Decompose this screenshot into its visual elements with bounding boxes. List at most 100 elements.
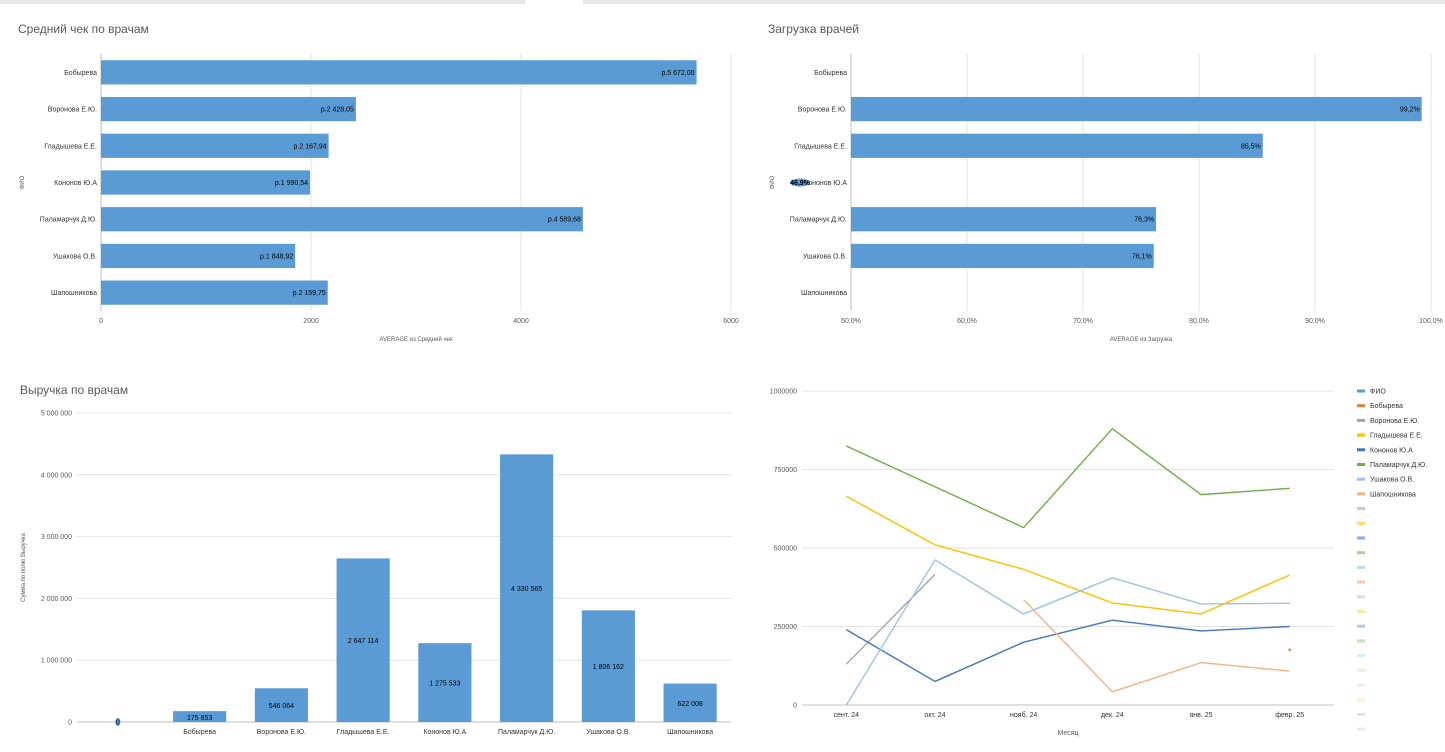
monthly-chart: 0 250000 500000 750000 1000000 сент. 24 окт. 2… xyxy=(770,389,1428,738)
load-category-label: Шапошникова xyxy=(801,290,847,297)
load-panel: Загрузка врачей 50,0% 60,0% 70,0% 80,0% 90,0… xyxy=(750,0,1445,360)
revenue-y-axis-title: Сумма по полю Выручка xyxy=(21,532,27,601)
avg-check-bar xyxy=(101,96,356,122)
avg-check-bar xyxy=(101,60,697,85)
avg-check-data-label: р.5 672,00 xyxy=(661,70,694,77)
revenue-category-label: Ушакова О.В. xyxy=(586,729,630,736)
load-category-label: Бобырева xyxy=(814,69,847,77)
revenue-data-label: 546 064 xyxy=(269,703,294,710)
monthly-legend-swatch xyxy=(1357,389,1365,393)
revenue-data-label: 622 008 xyxy=(677,701,702,708)
revenue-bar xyxy=(663,683,717,722)
monthly-series-line xyxy=(846,427,1290,529)
monthly-panel: 0 250000 500000 750000 1000000 сент. 24 окт. 2… xyxy=(740,375,1445,752)
avg-check-data-label: р.2 428,05 xyxy=(321,107,354,114)
monthly-legend-swatch xyxy=(1357,521,1365,525)
monthly-y-tick-label: 0 xyxy=(793,703,797,710)
revenue-y-tick-label: 3 000 000 xyxy=(41,534,72,541)
revenue-data-label: 1 806 162 xyxy=(593,664,624,671)
avg-check-bar xyxy=(101,207,583,232)
revenue-data-label: 0 xyxy=(116,720,120,727)
load-x-tick-label: 100,0% xyxy=(1419,318,1443,325)
revenue-category-label: Паламарчук Д.Ю. xyxy=(498,729,555,736)
monthly-legend-swatch xyxy=(1357,433,1365,437)
avg-check-chart: 0 2000 4000 6000 Бобырева р.5 672,00 Воронова … xyxy=(20,54,739,343)
revenue-y-tick-label: 1 000 000 xyxy=(41,658,72,665)
monthly-legend-label: Шапошникова xyxy=(1370,491,1416,498)
monthly-legend-swatch xyxy=(1357,448,1365,452)
revenue-y-tick-label: 0 xyxy=(68,720,72,727)
monthly-series-line xyxy=(845,559,1290,706)
load-bar xyxy=(790,178,810,187)
monthly-legend-swatch xyxy=(1357,654,1365,658)
revenue-panel: Выручка по врачам 0 1 000 000 2 000 000 3 0… xyxy=(0,375,740,752)
monthly-legend-swatch xyxy=(1357,463,1365,466)
top-bar-active-tab[interactable] xyxy=(525,0,583,4)
monthly-legend-swatch xyxy=(1357,668,1365,672)
monthly-legend-swatch xyxy=(1357,536,1365,540)
avg-check-x-tick-label: 6000 xyxy=(723,318,739,325)
revenue-bar xyxy=(581,610,635,722)
avg-check-data-label: р.4 589,68 xyxy=(548,217,581,224)
avg-check-category-label: Кононов Ю.А xyxy=(54,180,97,187)
monthly-legend-swatch xyxy=(1357,418,1365,422)
load-category-label: Воронова Е.Ю. xyxy=(798,107,847,114)
load-x-tick-label: 80,0% xyxy=(1189,318,1209,325)
avg-check-category-label: Воронова Е.Ю. xyxy=(48,107,97,114)
monthly-legend-label: Паламарчук Д.Ю. xyxy=(1370,462,1427,469)
monthly-legend-swatch xyxy=(1357,712,1365,716)
monthly-series-line xyxy=(845,495,1290,615)
avg-check-data-label: р.1 990,54 xyxy=(275,180,308,187)
load-chart: 50,0% 60,0% 70,0% 80,0% 90,0% 100,0% Бобырева В… xyxy=(770,54,1443,343)
load-y-axis-title: ФИО xyxy=(770,175,776,189)
monthly-x-tick-label: февр. 25 xyxy=(1275,712,1304,719)
monthly-legend-swatch xyxy=(1357,727,1365,731)
revenue-bar xyxy=(336,558,390,722)
monthly-y-tick-label: 500000 xyxy=(774,546,797,553)
avg-check-data-label: р.2 167,94 xyxy=(294,143,327,150)
monthly-legend-swatch xyxy=(1357,580,1365,584)
revenue-category-label: Кононов Ю.А xyxy=(423,729,466,736)
avg-check-x-tick-label: 4000 xyxy=(513,318,529,325)
revenue-y-tick-label: 2 000 000 xyxy=(41,596,72,603)
monthly-y-tick-label: 250000 xyxy=(774,624,797,631)
monthly-legend-label: Кононов Ю.А xyxy=(1370,447,1413,454)
monthly-series-line xyxy=(845,619,1290,683)
monthly-legend-swatch xyxy=(1357,610,1365,613)
monthly-y-tick-label: 750000 xyxy=(774,467,797,474)
avg-check-category-label: Гладышева Е.Е. xyxy=(44,143,97,150)
monthly-legend-swatch xyxy=(1357,551,1365,555)
revenue-bar xyxy=(115,718,121,726)
monthly-x-axis-title: Месяц xyxy=(1057,730,1078,737)
load-bar xyxy=(851,207,1157,232)
monthly-x-tick-label: сент. 24 xyxy=(834,712,859,719)
monthly-legend-swatch xyxy=(1357,507,1365,511)
monthly-series-point xyxy=(1288,648,1291,652)
load-bar xyxy=(851,133,1263,158)
monthly-legend-swatch xyxy=(1357,595,1365,599)
load-category-label: Гладышева Е.Е. xyxy=(794,143,847,150)
avg-check-category-label: Бобырева xyxy=(64,69,97,77)
load-x-axis-title: AVERAGE из Загрузка xyxy=(1110,337,1173,343)
monthly-legend-swatch xyxy=(1357,404,1365,408)
avg-check-category-label: Ушакова О.В. xyxy=(53,253,97,260)
monthly-legend-label: Бобырева xyxy=(1370,402,1403,410)
load-x-tick-label: 70,0% xyxy=(1073,318,1093,325)
load-x-tick-label: 50,0% xyxy=(841,318,861,325)
avg-check-y-axis-title: ФИО xyxy=(20,175,26,189)
avg-check-bar xyxy=(101,133,329,158)
avg-check-title: Средний чек по врачам xyxy=(18,22,149,36)
revenue-bar xyxy=(173,711,227,722)
top-bar xyxy=(0,0,1445,4)
revenue-bar xyxy=(254,688,308,722)
revenue-title: Выручка по врачам xyxy=(20,383,129,397)
load-data-label: 76,1% xyxy=(1132,253,1152,260)
avg-check-bar xyxy=(101,170,311,195)
revenue-y-tick-label: 5 000 000 xyxy=(41,411,72,418)
load-x-tick-label: 60,0% xyxy=(957,318,977,325)
monthly-x-tick-label: дек. 24 xyxy=(1101,712,1124,719)
monthly-x-tick-label: янв. 25 xyxy=(1189,712,1212,719)
monthly-series-line xyxy=(845,573,936,665)
revenue-data-label: 175 853 xyxy=(187,715,212,722)
load-category-label: Паламарчук Д.Ю. xyxy=(790,217,847,224)
